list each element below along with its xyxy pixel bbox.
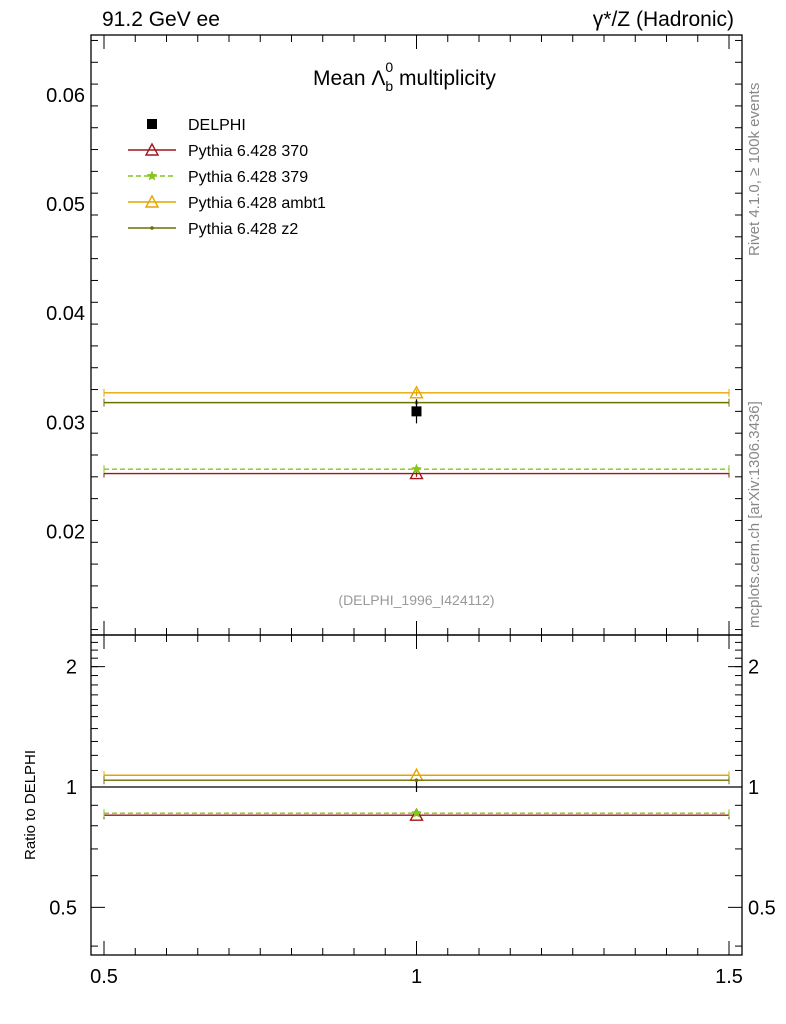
chart-title-suffix: multiplicity: [393, 67, 496, 90]
legend-marker-series-3: [150, 226, 154, 230]
chart-title-subscript: b: [385, 78, 394, 94]
chart-title-lambda: Λ: [371, 67, 386, 90]
legend-label-series-1: Pythia 6.428 379: [188, 169, 308, 186]
legend-label-series-3: Pythia 6.428 z2: [188, 221, 298, 238]
ratio-y-tick-label: 0.5: [49, 897, 77, 919]
legend-label-series-2: Pythia 6.428 ambt1: [188, 195, 326, 212]
mcplots-label: mcplots.cern.ch [arXiv:1306.3436]: [746, 401, 763, 628]
process-label: γ*/Z (Hadronic): [592, 8, 734, 31]
main-y-tick-label: 0.04: [46, 303, 85, 325]
legend-marker-series-0: [144, 142, 160, 156]
analysis-id-label: (DELPHI_1996_I424112): [338, 592, 494, 608]
energy-label: 91.2 GeV ee: [102, 8, 220, 31]
ratio-axis-label: Ratio to DELPHI: [22, 749, 39, 860]
ratio-y-tick-label: 1: [66, 777, 77, 799]
ratio-y-tick-label: 2: [66, 657, 77, 679]
legend-label-data: DELPHI: [188, 117, 246, 134]
ratio-y-tick-label-right: 1: [748, 777, 759, 799]
legend-label-series-0: Pythia 6.428 370: [188, 143, 308, 160]
legend-marker-data: [147, 119, 157, 129]
series-3-ratio-marker: [414, 778, 419, 782]
legend-marker-series-1: [146, 170, 158, 181]
main-y-tick-label: 0.06: [46, 85, 85, 107]
main-y-tick-label: 0.05: [46, 194, 85, 216]
x-tick-label: 1: [411, 966, 422, 988]
main-y-tick-label: 0.03: [46, 412, 85, 434]
x-tick-label: 1.5: [715, 966, 743, 988]
chart-title-prefix: Mean: [313, 67, 372, 90]
legend-marker-series-2: [144, 194, 160, 208]
ratio-y-tick-label-right: 0.5: [748, 897, 776, 919]
chart-title-superscript: 0: [385, 59, 394, 75]
series-0-ratio-marker: [409, 807, 424, 821]
series-1-main-marker: [411, 463, 422, 474]
ratio-plot-frame: [90, 634, 743, 956]
series-2-main-marker: [409, 385, 424, 399]
main-y-tick-label: 0.02: [46, 521, 85, 543]
x-tick-label: 0.5: [90, 966, 118, 988]
data-point: [411, 406, 422, 417]
rivet-version-label: Rivet 4.1.0, ≥ 100k events: [746, 82, 763, 256]
ratio-y-tick-label-right: 2: [748, 657, 759, 679]
series-1-ratio-marker: [411, 807, 422, 818]
